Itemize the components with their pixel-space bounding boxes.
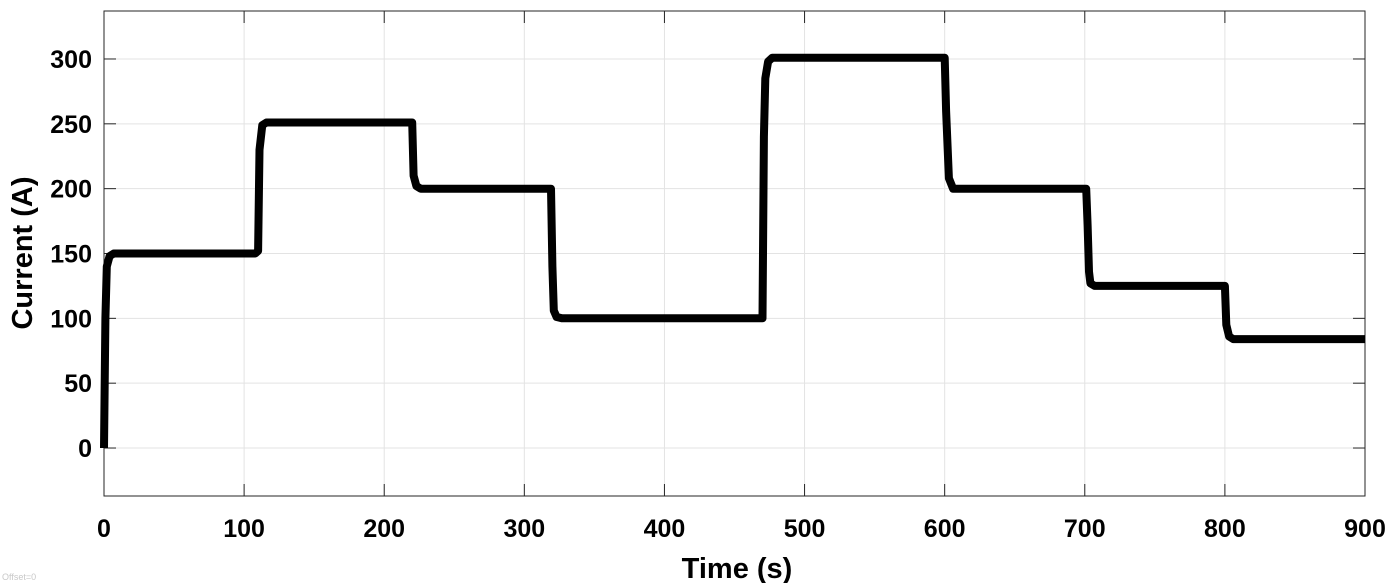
x-tick-label: 800 <box>1204 515 1246 543</box>
y-tick-label: 150 <box>50 241 92 269</box>
y-tick-label: 200 <box>50 176 92 204</box>
x-axis-label: Time (s) <box>682 553 793 583</box>
offset-note: Offset=0 <box>2 572 37 582</box>
x-tick-labels: 0 100 200 300 400 500 600 700 800 900 <box>97 515 1386 543</box>
x-tick-label: 900 <box>1344 515 1386 543</box>
x-tick-label: 700 <box>1064 515 1106 543</box>
y-tick-label: 300 <box>50 46 92 74</box>
y-tick-labels: 0 50 100 150 200 250 300 <box>50 46 92 463</box>
x-tick-label: 300 <box>503 515 545 543</box>
y-tick-label: 100 <box>50 305 92 333</box>
y-tick-label: 0 <box>78 435 92 463</box>
x-tick-label: 0 <box>97 515 111 543</box>
x-tick-label: 200 <box>363 515 405 543</box>
y-axis-label: Current (A) <box>7 176 39 329</box>
axis-ticks <box>103 11 1366 496</box>
y-tick-label: 50 <box>64 370 92 398</box>
x-tick-label: 100 <box>223 515 265 543</box>
y-tick-label: 250 <box>50 111 92 139</box>
x-tick-label: 600 <box>924 515 966 543</box>
grid-lines <box>104 11 1365 496</box>
x-tick-label: 500 <box>784 515 826 543</box>
series-line <box>100 53 1365 449</box>
x-tick-label: 400 <box>644 515 686 543</box>
